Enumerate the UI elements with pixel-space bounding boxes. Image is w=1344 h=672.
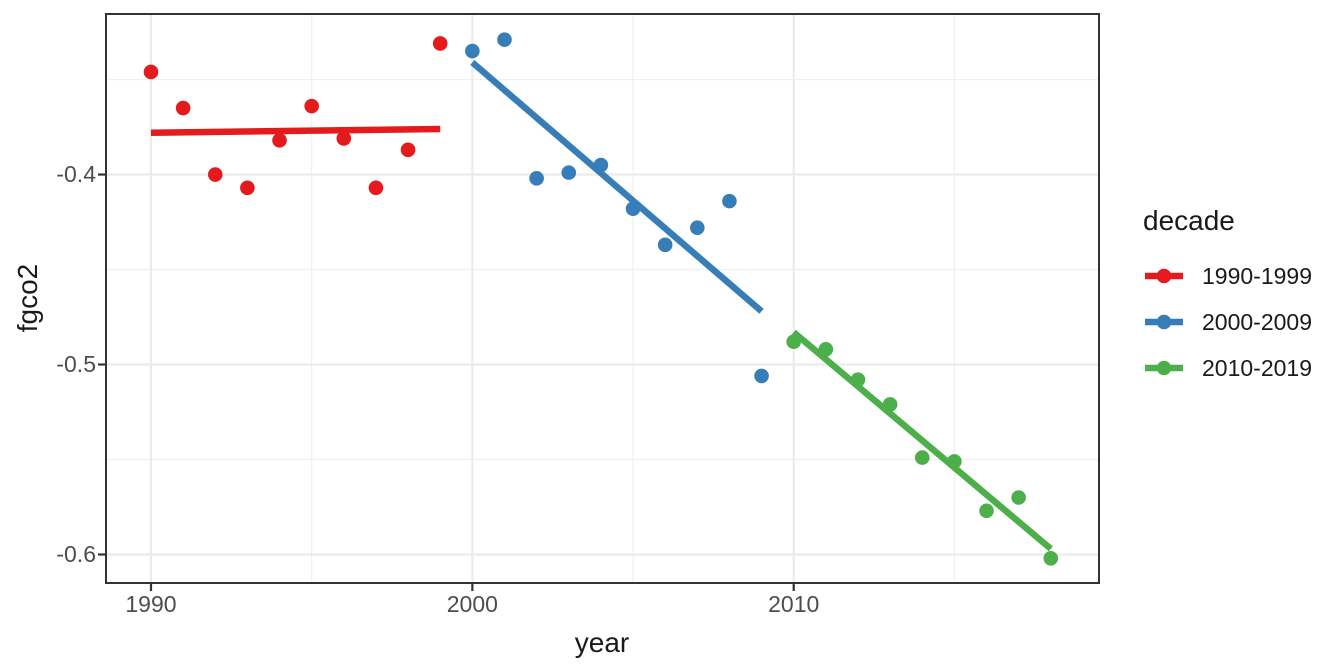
data-point-2010-2019 [1043, 551, 1059, 566]
data-point-1990-1999 [207, 167, 223, 182]
y-tick-label: -0.4 [56, 161, 96, 188]
data-point-2010-2019 [882, 397, 898, 412]
data-point-2000-2009 [754, 368, 769, 384]
legend-key-icon [1145, 314, 1183, 330]
trend-line-2010-2019 [791, 329, 1053, 552]
data-point-2010-2019 [786, 334, 802, 350]
trend-line-2000-2009 [470, 59, 764, 314]
data-point-2000-2009 [625, 201, 641, 217]
x-tick-label: 1990 [125, 591, 177, 617]
data-point-1990-1999 [336, 131, 352, 146]
data-point-1990-1999 [272, 133, 287, 148]
y-axis-title: fgco2 [12, 263, 43, 333]
data-point-1990-1999 [432, 36, 448, 51]
data-point-2010-2019 [979, 503, 994, 519]
legend-entry-label: 1990-1999 [1202, 262, 1312, 289]
legend-entry: 2000-2009 [1143, 299, 1312, 345]
data-point-2010-2019 [818, 342, 834, 357]
trend-line-1990-1999 [150, 125, 441, 136]
legend-entry: 1990-1999 [1143, 253, 1312, 299]
data-point-2010-2019 [947, 454, 962, 469]
data-point-2000-2009 [529, 171, 544, 186]
legend-key-icon [1145, 360, 1183, 376]
data-point-1990-1999 [240, 180, 255, 196]
data-point-1990-1999 [304, 98, 319, 114]
legend: decade 1990-1999 2000-2009 2010-2019 [1143, 204, 1312, 391]
legend-key-icon [1145, 268, 1183, 284]
y-tick-label: -0.5 [56, 351, 96, 378]
x-axis-title: year [574, 627, 630, 658]
data-point-2000-2009 [465, 43, 480, 59]
legend-entry-label: 2010-2019 [1202, 354, 1312, 381]
data-point-2010-2019 [914, 450, 930, 465]
panel-border [105, 13, 1100, 584]
data-point-2000-2009 [690, 220, 705, 236]
legend-title: decade [1143, 205, 1235, 236]
data-point-2010-2019 [1011, 490, 1026, 505]
data-point-2000-2009 [593, 157, 609, 173]
data-point-2000-2009 [497, 32, 512, 47]
data-point-1990-1999 [400, 142, 416, 158]
panel-background [106, 14, 1099, 583]
legend-entry-label: 2000-2009 [1202, 308, 1312, 335]
x-tick-label: 2010 [768, 591, 820, 617]
data-point-2000-2009 [657, 237, 673, 253]
data-point-1990-1999 [368, 180, 384, 196]
x-tick-label: 2000 [446, 591, 498, 617]
data-point-1990-1999 [143, 64, 159, 80]
data-point-2010-2019 [850, 372, 866, 388]
legend-entry: 2010-2019 [1143, 345, 1312, 391]
y-tick-label: -0.6 [56, 541, 96, 567]
data-point-2000-2009 [561, 165, 577, 180]
data-point-2000-2009 [722, 193, 737, 209]
data-point-1990-1999 [175, 100, 191, 116]
